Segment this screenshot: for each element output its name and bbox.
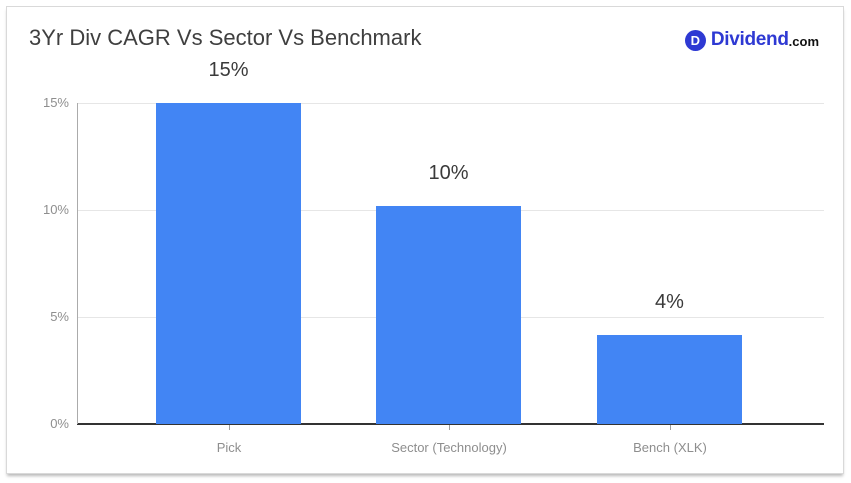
x-axis-tick (229, 425, 230, 430)
bar-value-label: 10% (428, 162, 469, 184)
bar-sector-technology[interactable] (376, 206, 521, 424)
x-axis-category-label: Pick (216, 440, 242, 455)
x-axis-tick (449, 425, 450, 430)
y-axis-tick-label: 5% (50, 309, 69, 324)
dividend-logo-suffix: .com (788, 34, 819, 49)
gridline-15 (77, 103, 824, 104)
bar-bench-xlk[interactable] (597, 335, 742, 424)
y-axis-tick-label: 0% (50, 416, 69, 431)
y-axis-tick-label: 15% (42, 95, 69, 110)
x-axis-category-label: Bench (XLK) (633, 440, 707, 455)
x-axis-baseline (77, 423, 824, 425)
x-axis-category-label: Sector (Technology) (391, 440, 507, 455)
chart-card-inner: 3Yr Div CAGR Vs Sector Vs Benchmark D Di… (7, 7, 843, 473)
bar-pick[interactable] (156, 103, 301, 424)
dividend-logo-brand: Dividend (710, 29, 789, 50)
dividend-d-icon: D (684, 29, 706, 51)
bar-value-label: 15% (208, 59, 249, 81)
chart-title: 3Yr Div CAGR Vs Sector Vs Benchmark (29, 25, 422, 50)
y-axis-tick-label: 10% (42, 202, 69, 217)
bar-value-label: 4% (655, 291, 684, 313)
plot-area: 0% 5% 10% 15% 15% Pick 10% Sector (Technology) 4… (7, 7, 843, 473)
chart-card: 3Yr Div CAGR Vs Sector Vs Benchmark D Di… (6, 6, 844, 474)
x-axis-tick (670, 425, 671, 430)
dividend-logo[interactable]: D Dividend .com (684, 28, 819, 52)
y-axis-line (77, 103, 78, 424)
